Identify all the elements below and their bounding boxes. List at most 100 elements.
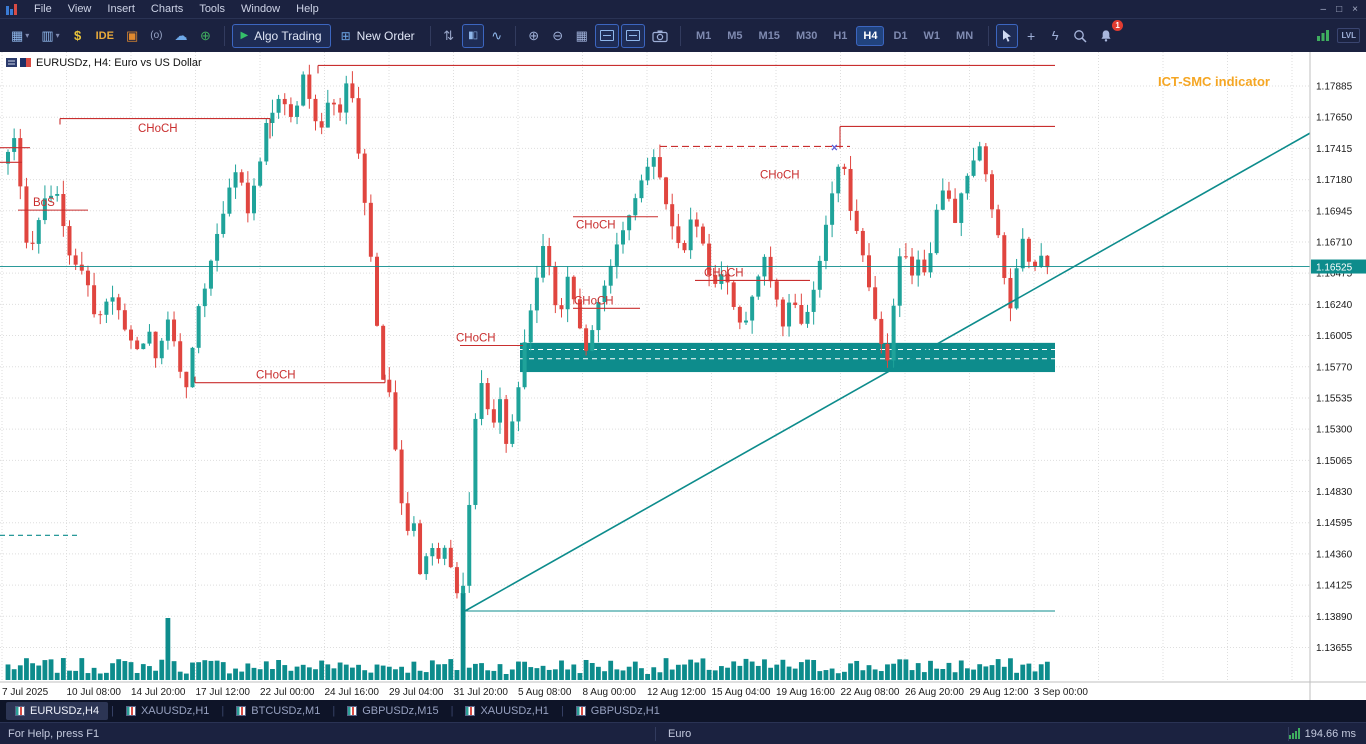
- plus-order-icon: ⊞: [340, 28, 351, 43]
- status-divider: [1287, 726, 1289, 741]
- signals-button[interactable]: (o): [145, 24, 167, 48]
- svg-text:22 Jul 00:00: 22 Jul 00:00: [260, 687, 315, 698]
- svg-text:15 Aug 04:00: 15 Aug 04:00: [712, 687, 771, 698]
- svg-text:1.17180: 1.17180: [1316, 175, 1353, 186]
- chart-tab-gbpusdz-m15[interactable]: GBPUSDz,M15: [338, 702, 447, 720]
- candlestick-view-button[interactable]: ▮▯: [461, 23, 484, 48]
- auto-arrange-button[interactable]: [594, 23, 619, 48]
- timeframe-h1[interactable]: H1: [833, 29, 848, 42]
- community-globe-icon: ⊕: [200, 27, 211, 43]
- community-button[interactable]: ⊕: [195, 24, 217, 48]
- svg-text:22 Aug 08:00: 22 Aug 08:00: [841, 687, 900, 698]
- lightning-icon: ϟ: [1051, 28, 1059, 43]
- svg-text:29 Aug 12:00: 29 Aug 12:00: [970, 687, 1029, 698]
- screenshot-button[interactable]: [647, 24, 673, 48]
- updown-arrows-icon: ⇅: [443, 27, 455, 43]
- svg-text:1.16240: 1.16240: [1316, 300, 1353, 311]
- svg-text:1.16710: 1.16710: [1316, 237, 1353, 248]
- menu-window[interactable]: Window: [241, 3, 281, 15]
- timeframe-m5[interactable]: M5: [727, 29, 743, 42]
- cursor-mode-button[interactable]: ⇅: [438, 24, 460, 48]
- chart-tab-xauusdz-h1[interactable]: XAUUSDz,H1: [117, 702, 218, 720]
- timeframe-h4[interactable]: H4: [856, 25, 885, 46]
- cursor-arrow-button[interactable]: [996, 23, 1019, 48]
- menu-tools[interactable]: Tools: [199, 3, 225, 15]
- window-dock-icon: [625, 30, 640, 41]
- briefcase-icon: ▣: [125, 27, 139, 43]
- chart-tab-xauusdz-h1[interactable]: XAUUSDz,H1: [456, 702, 557, 720]
- timeframe-w1[interactable]: W1: [923, 29, 941, 42]
- svg-text:31 Jul 20:00: 31 Jul 20:00: [454, 687, 509, 698]
- zoom-in-button[interactable]: ⊕: [523, 24, 545, 48]
- menu-view[interactable]: View: [67, 3, 92, 15]
- camera-icon: [652, 30, 668, 42]
- chart-tab-icon: [347, 706, 358, 716]
- new-order-button[interactable]: ⊞ New Order: [340, 28, 415, 43]
- signals-icon: (o): [150, 30, 163, 41]
- menu-charts[interactable]: Charts: [150, 3, 184, 15]
- market-watch-button[interactable]: $: [67, 24, 89, 48]
- chevron-down-icon: ▾: [25, 31, 30, 40]
- tile-windows-icon: ▦: [575, 27, 588, 43]
- levels-button[interactable]: LVL: [1337, 28, 1360, 43]
- new-chart-button[interactable]: ▦ ▾: [6, 24, 34, 48]
- status-help-text: For Help, press F1: [8, 727, 100, 740]
- ide-button[interactable]: IDE: [91, 24, 119, 48]
- green-bars-icon: [1317, 30, 1330, 41]
- svg-text:1.16475: 1.16475: [1316, 269, 1353, 280]
- depth-of-market-button[interactable]: [1311, 24, 1335, 48]
- tile-windows-button[interactable]: ▦: [571, 24, 593, 48]
- close-button[interactable]: ×: [1352, 3, 1358, 15]
- menu-items: File View Insert Charts Tools Window Help: [26, 2, 327, 16]
- chart-type-icon: ▥: [41, 27, 54, 43]
- timeframe-m15[interactable]: M15: [758, 29, 780, 42]
- connection-status[interactable]: 194.66 ms: [1288, 728, 1366, 740]
- minimize-button[interactable]: –: [1320, 3, 1327, 15]
- toolbar: ▦ ▾ ▥ ▾ $ IDE ▣ (o) ☁ ⊕ ▶ Algo Trading ⊞…: [0, 18, 1366, 52]
- chart-tab-icon: [465, 706, 476, 716]
- cloud-icon: ☁: [174, 27, 188, 43]
- market-button[interactable]: ▣: [121, 24, 143, 48]
- svg-text:CHoCH: CHoCH: [760, 169, 800, 181]
- notification-badge: 1: [1112, 19, 1124, 31]
- line-chart-view-button[interactable]: ∿: [486, 24, 508, 48]
- algo-trading-button[interactable]: ▶ Algo Trading: [231, 23, 331, 48]
- timeframe-m30[interactable]: M30: [795, 29, 818, 42]
- svg-text:1.15065: 1.15065: [1316, 456, 1353, 467]
- notifications-button[interactable]: 1: [1094, 19, 1124, 48]
- svg-text:19 Aug 16:00: 19 Aug 16:00: [776, 687, 835, 698]
- search-button[interactable]: [1068, 24, 1092, 48]
- svg-text:26 Aug 20:00: 26 Aug 20:00: [905, 687, 964, 698]
- timeframe-d1[interactable]: D1: [893, 29, 908, 42]
- svg-text:CHoCH: CHoCH: [138, 123, 178, 135]
- tab-separator: |: [111, 705, 114, 717]
- timeframe-m1[interactable]: M1: [695, 29, 712, 42]
- chart-tab-btcusdz-m1[interactable]: BTCUSDz,M1: [227, 702, 329, 720]
- candlestick-chart[interactable]: CHoCH BoS CHoCH CHoCH CHoCH CHoCH CHoCH CHoCH × E…: [0, 52, 1366, 700]
- cloud-button[interactable]: ☁: [170, 24, 193, 48]
- zoom-out-button[interactable]: ⊖: [547, 24, 569, 48]
- toolbar-separator: [988, 25, 990, 46]
- svg-text:5 Aug 08:00: 5 Aug 08:00: [518, 687, 572, 698]
- chart-tab-eurusdz-h4[interactable]: EURUSDz,H4: [6, 702, 109, 720]
- svg-text:10 Jul 08:00: 10 Jul 08:00: [67, 687, 122, 698]
- zoom-out-icon: ⊖: [552, 27, 564, 43]
- menu-help[interactable]: Help: [296, 3, 319, 15]
- menu-insert[interactable]: Insert: [107, 3, 135, 15]
- svg-text:1.14125: 1.14125: [1316, 581, 1353, 592]
- chart-tab-gbpusdz-h1[interactable]: GBPUSDz,H1: [567, 702, 669, 720]
- maximize-button[interactable]: □: [1336, 3, 1343, 15]
- svg-text:8 Aug 00:00: 8 Aug 00:00: [583, 687, 637, 698]
- svg-text:1.17650: 1.17650: [1316, 113, 1353, 124]
- svg-text:×: ×: [831, 143, 838, 155]
- chart-profile-button[interactable]: ▥ ▾: [36, 24, 64, 48]
- menu-file[interactable]: File: [34, 3, 52, 15]
- quick-trade-button[interactable]: ϟ: [1044, 24, 1066, 48]
- search-icon: [1074, 29, 1087, 43]
- line-chart-icon: ∿: [491, 27, 503, 43]
- candles-icon: ▮▯: [468, 30, 478, 41]
- timeframe-mn[interactable]: MN: [956, 29, 974, 42]
- crosshair-button[interactable]: +: [1020, 24, 1042, 48]
- chevron-down-icon: ▾: [55, 31, 60, 40]
- dock-windows-button[interactable]: [620, 23, 645, 48]
